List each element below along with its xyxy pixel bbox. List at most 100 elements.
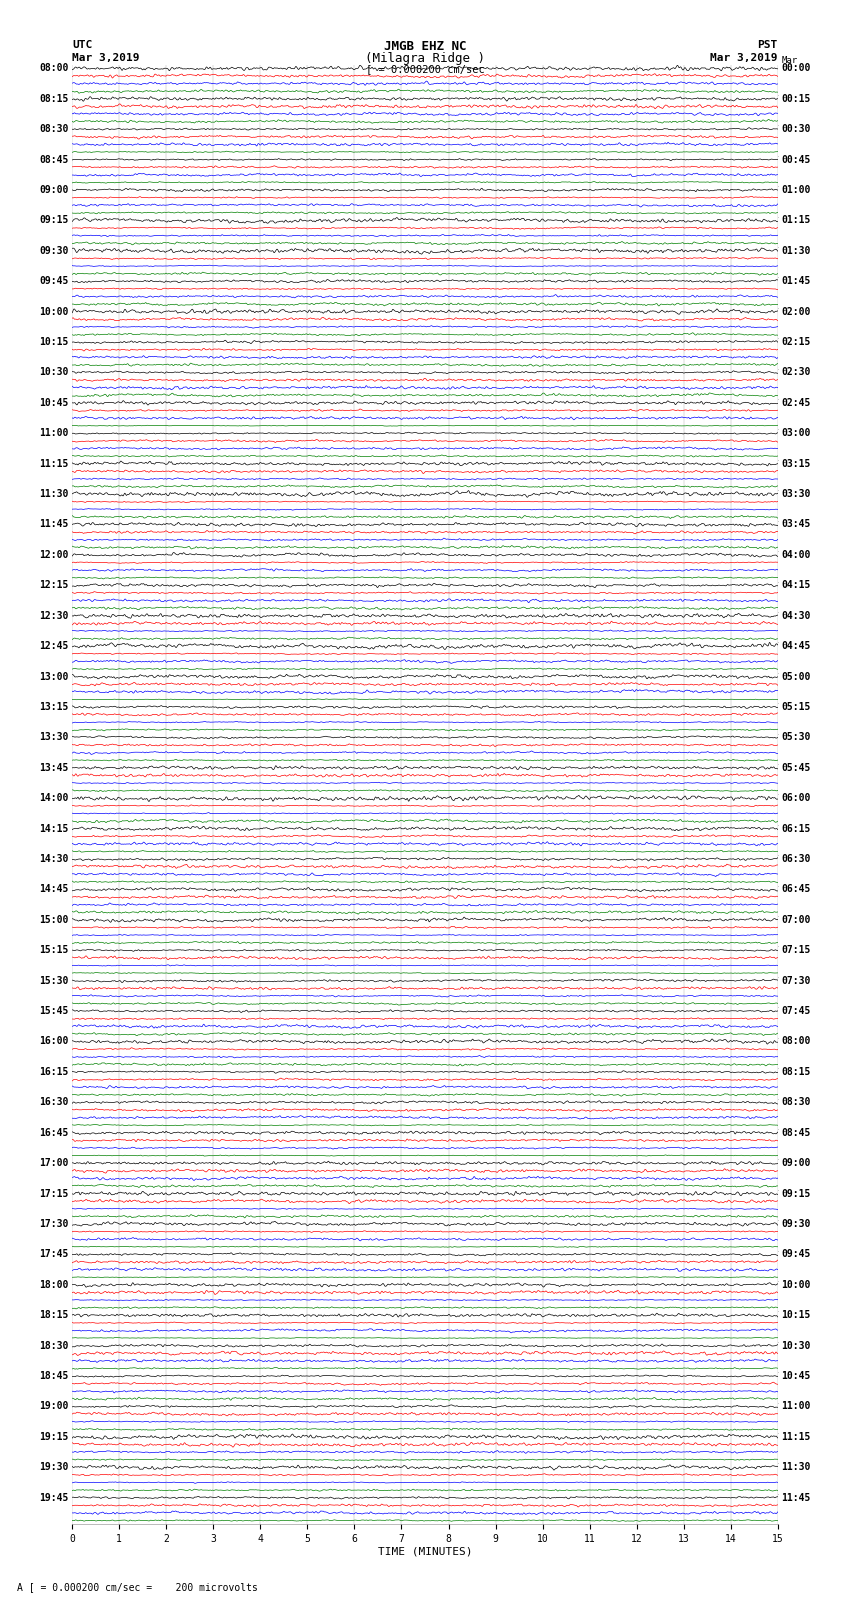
Text: 10:30: 10:30: [781, 1340, 811, 1350]
Text: 11:30: 11:30: [39, 489, 69, 498]
Text: 09:00: 09:00: [39, 185, 69, 195]
Text: 09:15: 09:15: [39, 216, 69, 226]
Text: 09:45: 09:45: [39, 276, 69, 286]
Text: 04:00: 04:00: [781, 550, 811, 560]
Text: 01:00: 01:00: [781, 185, 811, 195]
Text: 12:00: 12:00: [39, 550, 69, 560]
Text: JMGB EHZ NC: JMGB EHZ NC: [383, 40, 467, 53]
Text: 04:15: 04:15: [781, 581, 811, 590]
Text: 08:00: 08:00: [39, 63, 69, 73]
Text: 13:45: 13:45: [39, 763, 69, 773]
Text: 19:30: 19:30: [39, 1463, 69, 1473]
Text: 09:15: 09:15: [781, 1189, 811, 1198]
Text: 11:30: 11:30: [781, 1463, 811, 1473]
Text: 00:30: 00:30: [781, 124, 811, 134]
Text: Mar 3,2019: Mar 3,2019: [72, 53, 139, 63]
Text: 03:30: 03:30: [781, 489, 811, 498]
Text: 15:00: 15:00: [39, 915, 69, 924]
Text: 16:00: 16:00: [39, 1037, 69, 1047]
Text: 08:45: 08:45: [781, 1127, 811, 1137]
Text: 08:15: 08:15: [39, 94, 69, 103]
Text: 12:45: 12:45: [39, 640, 69, 652]
Text: 02:30: 02:30: [781, 368, 811, 377]
Text: 15:30: 15:30: [39, 976, 69, 986]
X-axis label: TIME (MINUTES): TIME (MINUTES): [377, 1547, 473, 1557]
Text: 16:45: 16:45: [39, 1127, 69, 1137]
Text: A [ = 0.000200 cm/sec =    200 microvolts: A [ = 0.000200 cm/sec = 200 microvolts: [17, 1582, 258, 1592]
Text: 07:00: 07:00: [781, 915, 811, 924]
Text: 09:00: 09:00: [781, 1158, 811, 1168]
Text: PST: PST: [757, 40, 778, 50]
Text: 19:15: 19:15: [39, 1432, 69, 1442]
Text: 16:15: 16:15: [39, 1066, 69, 1077]
Text: 13:15: 13:15: [39, 702, 69, 711]
Text: UTC: UTC: [72, 40, 93, 50]
Text: 11:00: 11:00: [39, 429, 69, 439]
Text: 11:45: 11:45: [39, 519, 69, 529]
Text: 17:30: 17:30: [39, 1219, 69, 1229]
Text: 19:45: 19:45: [39, 1492, 69, 1503]
Text: 02:45: 02:45: [781, 398, 811, 408]
Text: 13:30: 13:30: [39, 732, 69, 742]
Text: 06:15: 06:15: [781, 824, 811, 834]
Text: 14:15: 14:15: [39, 824, 69, 834]
Text: 17:45: 17:45: [39, 1250, 69, 1260]
Text: 18:15: 18:15: [39, 1310, 69, 1319]
Text: 05:30: 05:30: [781, 732, 811, 742]
Text: 17:15: 17:15: [39, 1189, 69, 1198]
Text: (Milagra Ridge ): (Milagra Ridge ): [365, 52, 485, 65]
Text: 08:45: 08:45: [39, 155, 69, 165]
Text: 08:15: 08:15: [781, 1066, 811, 1077]
Text: 09:30: 09:30: [39, 245, 69, 256]
Text: 10:15: 10:15: [781, 1310, 811, 1319]
Text: 06:00: 06:00: [781, 794, 811, 803]
Text: 15:45: 15:45: [39, 1007, 69, 1016]
Text: 08:30: 08:30: [781, 1097, 811, 1107]
Text: 09:45: 09:45: [781, 1250, 811, 1260]
Text: 02:15: 02:15: [781, 337, 811, 347]
Text: 17:00: 17:00: [39, 1158, 69, 1168]
Text: 10:30: 10:30: [39, 368, 69, 377]
Text: 05:00: 05:00: [781, 671, 811, 682]
Text: 11:45: 11:45: [781, 1492, 811, 1503]
Text: 10:45: 10:45: [781, 1371, 811, 1381]
Text: 01:30: 01:30: [781, 245, 811, 256]
Text: 16:30: 16:30: [39, 1097, 69, 1107]
Text: 13:00: 13:00: [39, 671, 69, 682]
Text: 14:30: 14:30: [39, 853, 69, 865]
Text: 18:00: 18:00: [39, 1279, 69, 1290]
Text: 14:00: 14:00: [39, 794, 69, 803]
Text: 11:15: 11:15: [39, 458, 69, 469]
Text: 11:15: 11:15: [781, 1432, 811, 1442]
Text: 18:45: 18:45: [39, 1371, 69, 1381]
Text: 12:30: 12:30: [39, 611, 69, 621]
Text: 00:45: 00:45: [781, 155, 811, 165]
Text: 10:00: 10:00: [781, 1279, 811, 1290]
Text: 09:30: 09:30: [781, 1219, 811, 1229]
Text: 18:30: 18:30: [39, 1340, 69, 1350]
Text: 00:00: 00:00: [781, 63, 811, 73]
Text: 11:00: 11:00: [781, 1402, 811, 1411]
Text: 10:45: 10:45: [39, 398, 69, 408]
Text: 05:45: 05:45: [781, 763, 811, 773]
Text: 08:30: 08:30: [39, 124, 69, 134]
Text: 07:15: 07:15: [781, 945, 811, 955]
Text: 01:15: 01:15: [781, 216, 811, 226]
Text: Mar: Mar: [781, 56, 797, 65]
Text: 05:15: 05:15: [781, 702, 811, 711]
Text: 04:30: 04:30: [781, 611, 811, 621]
Text: 12:15: 12:15: [39, 581, 69, 590]
Text: [ = 0.000200 cm/sec: [ = 0.000200 cm/sec: [366, 65, 484, 74]
Text: Mar 3,2019: Mar 3,2019: [711, 53, 778, 63]
Text: 14:45: 14:45: [39, 884, 69, 895]
Text: 07:30: 07:30: [781, 976, 811, 986]
Text: 04:45: 04:45: [781, 640, 811, 652]
Text: 10:15: 10:15: [39, 337, 69, 347]
Text: 10:00: 10:00: [39, 306, 69, 316]
Text: 06:45: 06:45: [781, 884, 811, 895]
Text: 03:45: 03:45: [781, 519, 811, 529]
Text: 03:15: 03:15: [781, 458, 811, 469]
Text: 15:15: 15:15: [39, 945, 69, 955]
Text: 02:00: 02:00: [781, 306, 811, 316]
Text: 00:15: 00:15: [781, 94, 811, 103]
